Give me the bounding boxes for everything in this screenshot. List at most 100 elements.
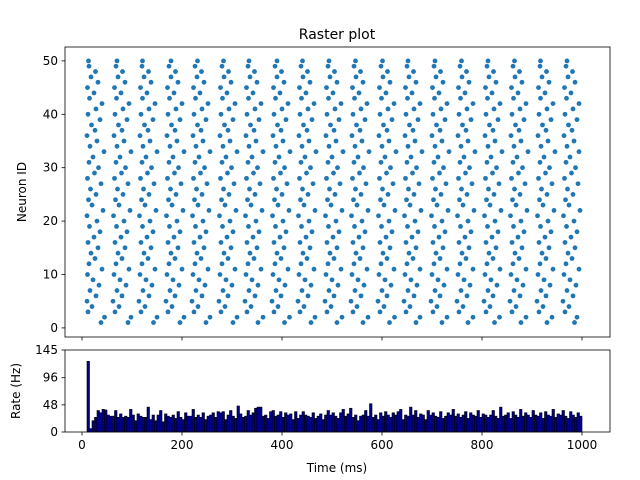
spike [517, 293, 523, 299]
spike [539, 186, 544, 192]
spike [297, 309, 303, 315]
spike [171, 90, 177, 96]
spike [380, 186, 385, 192]
spike [358, 69, 363, 74]
spike [173, 69, 178, 74]
spike [495, 229, 501, 235]
spike [120, 192, 126, 197]
spike [280, 138, 286, 144]
bar [99, 412, 103, 433]
spike [379, 224, 384, 229]
spike [404, 261, 410, 267]
bar [464, 411, 468, 433]
bar [434, 415, 438, 433]
spike [417, 314, 423, 320]
spike [411, 192, 417, 197]
spike [311, 101, 317, 107]
spike [111, 133, 117, 139]
bar [346, 413, 350, 433]
spike [487, 304, 493, 309]
axes-frame [64, 349, 611, 433]
bar [216, 411, 220, 433]
bar [159, 410, 163, 433]
spike [99, 266, 105, 272]
spike [358, 106, 364, 112]
bar [161, 421, 165, 433]
spike [126, 266, 132, 272]
spike [126, 101, 132, 107]
bar [249, 414, 253, 433]
spike [112, 240, 118, 245]
spike [331, 170, 336, 176]
spike [86, 159, 92, 165]
spike [243, 213, 248, 219]
spike [359, 138, 365, 144]
bar [131, 414, 135, 433]
spike [181, 149, 187, 155]
spike [385, 192, 391, 197]
spike [328, 304, 334, 309]
spike [336, 117, 342, 123]
bar [509, 418, 513, 433]
spike [512, 58, 517, 64]
spike [123, 282, 129, 288]
spike [195, 122, 200, 128]
spike [437, 127, 443, 133]
spike [387, 245, 393, 251]
spike [410, 170, 415, 176]
spike [456, 85, 461, 90]
spike [328, 122, 333, 128]
spike [173, 106, 179, 112]
spike [352, 143, 358, 149]
spike [561, 213, 566, 219]
spike [484, 197, 489, 203]
spike [547, 165, 552, 171]
spike [576, 101, 582, 107]
spike [415, 117, 421, 123]
spike [196, 277, 202, 283]
spike [281, 245, 287, 251]
spike [229, 282, 235, 288]
spike [411, 69, 416, 74]
spike [279, 106, 285, 112]
spike [518, 218, 524, 224]
bar [316, 415, 320, 433]
spike [490, 256, 496, 261]
spike [276, 277, 282, 283]
spike [376, 213, 381, 219]
spike [125, 320, 131, 325]
spike [384, 293, 390, 299]
bar [349, 407, 353, 433]
spike [350, 309, 356, 315]
bar [251, 412, 255, 433]
spike [95, 79, 101, 85]
spike [391, 266, 397, 272]
spike [252, 69, 257, 74]
spike [219, 261, 225, 267]
bar [309, 416, 313, 433]
spike [202, 165, 207, 171]
spike [303, 234, 309, 240]
spike [508, 272, 514, 277]
bar [206, 415, 210, 433]
spike [128, 149, 134, 155]
spike [221, 186, 226, 192]
spike [245, 63, 251, 69]
spike [199, 69, 204, 74]
bar [336, 418, 340, 433]
bar [169, 416, 173, 433]
bar [116, 416, 120, 433]
bar [156, 414, 160, 433]
spike [198, 256, 204, 261]
bar [551, 409, 555, 433]
bar [471, 414, 475, 433]
spike [359, 218, 365, 224]
spike [549, 314, 555, 320]
spike [569, 127, 575, 133]
spike [437, 293, 443, 299]
spike [470, 314, 476, 320]
spike [333, 138, 339, 144]
spike [205, 101, 211, 107]
spike [507, 298, 513, 304]
spike [440, 245, 446, 251]
